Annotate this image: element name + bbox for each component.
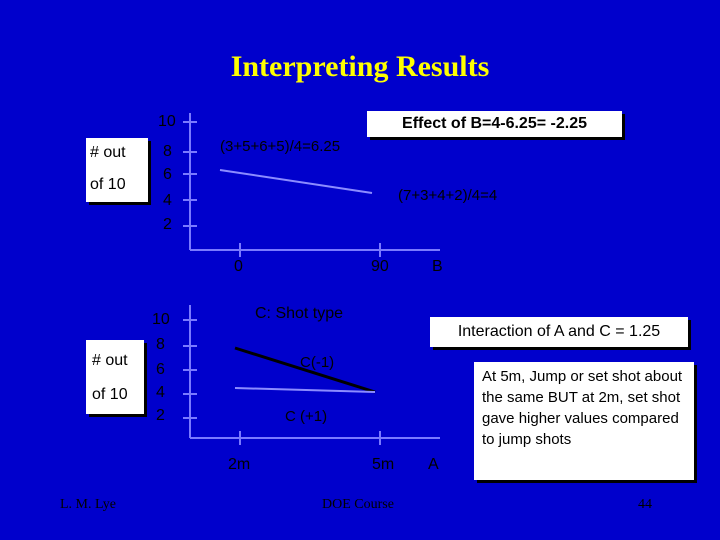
lower-y-tick-2: 2 [156,407,165,424]
upper-y-label-box: # out of 10 [86,138,148,202]
footer-course: DOE Course [322,497,394,512]
upper-effect-line [219,169,373,194]
lower-line-c-minus-label: C(-1) [300,354,335,371]
lower-y-tick-4: 4 [156,384,165,401]
lower-y-label-line1: # out [92,352,128,369]
interaction-label: Interaction of A and C = 1.25 [430,317,688,347]
upper-plot-axes [183,113,440,257]
footer-page-number: 44 [638,497,652,512]
lower-legend-title: C: Shot type [255,305,344,322]
slide-title: Interpreting Results [230,50,490,83]
upper-x-factor: B [432,258,443,275]
lower-plot-axes [183,305,440,445]
lower-y-tick-6: 6 [156,361,165,378]
upper-y-tick-10: 10 [158,113,176,130]
lower-x-factor: A [428,456,439,473]
upper-x-tick-0: 0 [234,258,243,275]
lower-line-c-plus-label: C (+1) [285,408,328,425]
upper-effect-label: Effect of B=4-6.25= -2.25 [367,111,622,137]
upper-y-tick-4: 4 [163,192,172,209]
upper-y-tick-8: 8 [163,143,172,160]
lower-y-tick-8: 8 [156,336,165,353]
lower-y-label-line2: of 10 [92,386,128,403]
lower-y-label-box: # out of 10 [86,340,144,414]
upper-x-tick-90: 90 [371,258,389,275]
explanation-box: At 5m, Jump or set shot about the same B… [474,362,694,480]
lower-x-tick-2m: 2m [228,456,251,473]
upper-y-label-line2: of 10 [90,176,126,193]
lower-x-tick-5m: 5m [372,456,395,473]
upper-y-label-line1: # out [90,144,126,161]
upper-left-annotation: (3+5+6+5)/4=6.25 [220,138,341,155]
upper-y-tick-6: 6 [163,166,172,183]
upper-right-annotation: (7+3+4+2)/4=4 [398,187,498,204]
lower-y-tick-10: 10 [152,311,170,328]
lower-line-c-minus [234,346,376,394]
upper-y-tick-2: 2 [163,216,172,233]
lower-line-c-plus [234,387,376,393]
footer-author: L. M. Lye [60,497,116,512]
